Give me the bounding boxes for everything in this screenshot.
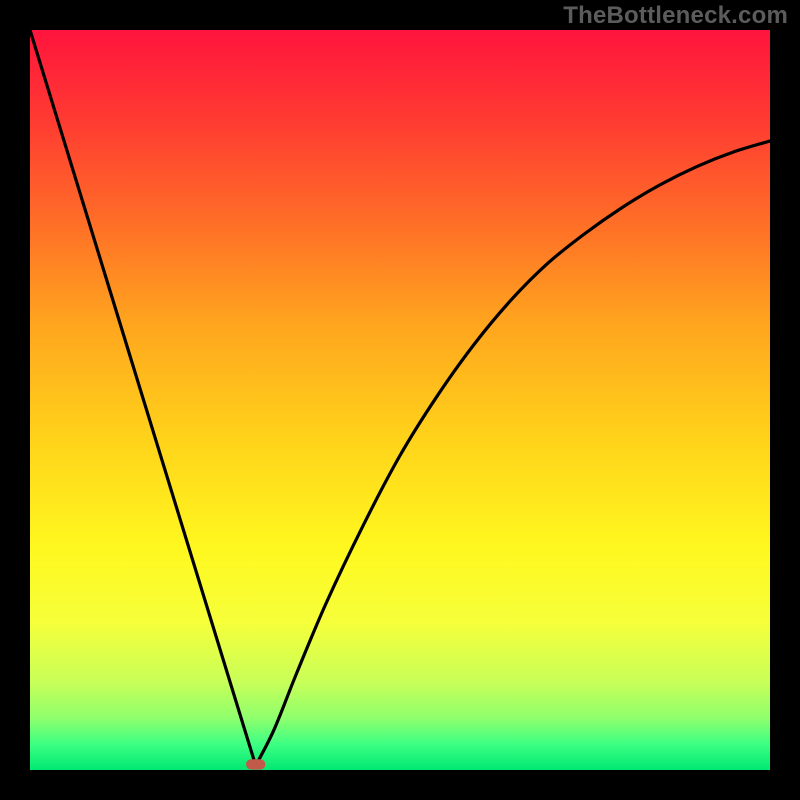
- chart-background: [30, 30, 770, 770]
- chart-svg: [0, 0, 800, 800]
- bottleneck-chart: TheBottleneck.com: [0, 0, 800, 800]
- valley-marker: [246, 759, 265, 769]
- watermark-text: TheBottleneck.com: [563, 2, 788, 30]
